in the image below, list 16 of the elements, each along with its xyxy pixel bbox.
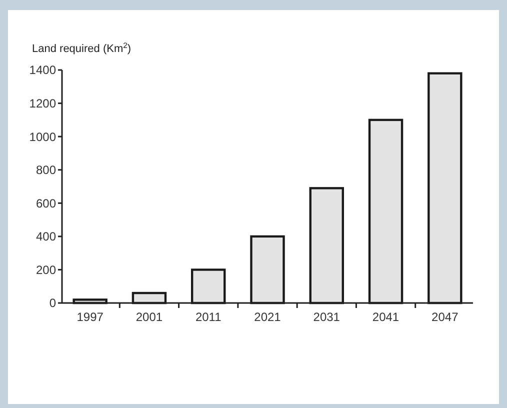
x-tick-label: 2047 (432, 310, 459, 324)
x-tick-label: 2031 (313, 310, 340, 324)
x-tick-label: 2011 (195, 310, 222, 324)
y-tick-label: 1200 (29, 96, 56, 110)
y-tick-label: 600 (36, 196, 56, 210)
y-tick-label: 400 (36, 230, 56, 244)
y-tick-label: 200 (36, 262, 56, 277)
x-tick-label: 2041 (372, 310, 400, 324)
y-tick-label: 800 (36, 163, 56, 178)
x-tick-label: 2021 (254, 310, 282, 324)
y-tick-label: 1000 (29, 130, 56, 144)
y-tick-label: 0 (49, 296, 56, 310)
x-tick-label: 1997 (76, 310, 104, 324)
y-axis-title: Land required (Km$^{2}$) (32, 40, 132, 55)
y-tick-label: 1400 (29, 63, 56, 78)
x-tick-label: 2001 (136, 310, 163, 324)
